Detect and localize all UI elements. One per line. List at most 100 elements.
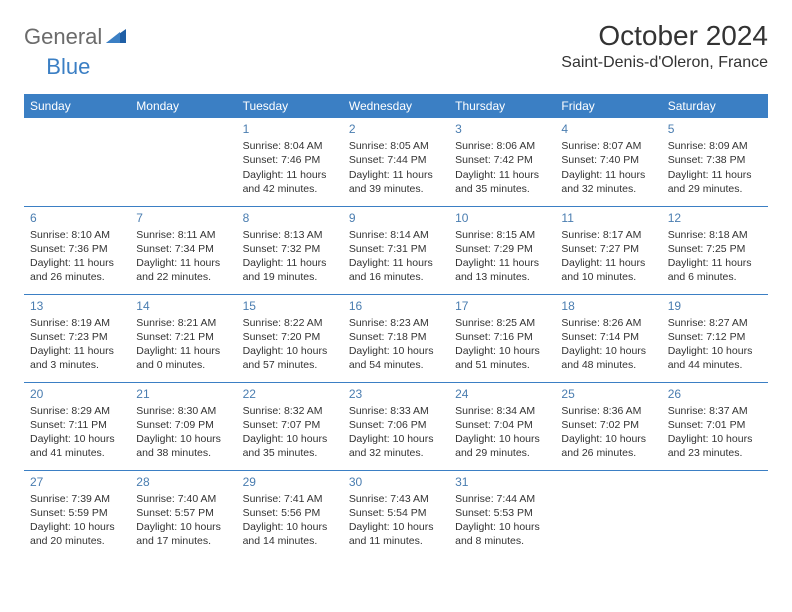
sunset-text: Sunset: 7:01 PM <box>668 418 762 432</box>
sunrise-text: Sunrise: 8:17 AM <box>561 228 655 242</box>
daylight-text: Daylight: 10 hours and 44 minutes. <box>668 344 762 372</box>
sunrise-text: Sunrise: 7:41 AM <box>243 492 337 506</box>
weekday-header: Sunday <box>24 94 130 118</box>
daylight-text: Daylight: 11 hours and 0 minutes. <box>136 344 230 372</box>
calendar-day-cell: 30Sunrise: 7:43 AMSunset: 5:54 PMDayligh… <box>343 470 449 558</box>
calendar-day-cell: 28Sunrise: 7:40 AMSunset: 5:57 PMDayligh… <box>130 470 236 558</box>
daylight-text: Daylight: 11 hours and 42 minutes. <box>243 168 337 196</box>
sunrise-text: Sunrise: 8:09 AM <box>668 139 762 153</box>
weekday-header: Thursday <box>449 94 555 118</box>
day-number: 16 <box>349 298 443 314</box>
sunrise-text: Sunrise: 8:37 AM <box>668 404 762 418</box>
location: Saint-Denis-d'Oleron, France <box>561 54 768 72</box>
calendar-day-cell: 2 Sunrise: 8:05 AMSunset: 7:44 PMDaylight… <box>343 118 449 206</box>
sunrise-text: Sunrise: 8:34 AM <box>455 404 549 418</box>
sunset-text: Sunset: 7:29 PM <box>455 242 549 256</box>
sunset-text: Sunset: 5:53 PM <box>455 506 549 520</box>
sunrise-text: Sunrise: 7:40 AM <box>136 492 230 506</box>
sunrise-text: Sunrise: 8:05 AM <box>349 139 443 153</box>
calendar-day-cell: 6 Sunrise: 8:10 AMSunset: 7:36 PMDaylight… <box>24 206 130 294</box>
calendar-day-cell: 24Sunrise: 8:34 AMSunset: 7:04 PMDayligh… <box>449 382 555 470</box>
sunset-text: Sunset: 7:40 PM <box>561 153 655 167</box>
day-number: 24 <box>455 386 549 402</box>
month-title: October 2024 <box>561 20 768 52</box>
sunrise-text: Sunrise: 8:14 AM <box>349 228 443 242</box>
sunset-text: Sunset: 7:02 PM <box>561 418 655 432</box>
sunrise-text: Sunrise: 8:29 AM <box>30 404 124 418</box>
calendar-day-cell: 1Sunrise: 8:04 AMSunset: 7:46 PMDaylight… <box>237 118 343 206</box>
day-number: 29 <box>243 474 337 490</box>
calendar-body: 1Sunrise: 8:04 AMSunset: 7:46 PMDaylight… <box>24 118 768 558</box>
day-number: 23 <box>349 386 443 402</box>
day-number: 15 <box>243 298 337 314</box>
calendar-empty-cell <box>24 118 130 206</box>
weekday-header: Monday <box>130 94 236 118</box>
logo-text-general: General <box>24 24 102 50</box>
daylight-text: Daylight: 11 hours and 26 minutes. <box>30 256 124 284</box>
daylight-text: Daylight: 11 hours and 3 minutes. <box>30 344 124 372</box>
day-number: 21 <box>136 386 230 402</box>
daylight-text: Daylight: 10 hours and 35 minutes. <box>243 432 337 460</box>
calendar-day-cell: 22Sunrise: 8:32 AMSunset: 7:07 PMDayligh… <box>237 382 343 470</box>
calendar-empty-cell <box>130 118 236 206</box>
day-number: 22 <box>243 386 337 402</box>
sunrise-text: Sunrise: 7:43 AM <box>349 492 443 506</box>
day-number: 2 <box>349 121 443 137</box>
calendar-day-cell: 25Sunrise: 8:36 AMSunset: 7:02 PMDayligh… <box>555 382 661 470</box>
sunset-text: Sunset: 5:59 PM <box>30 506 124 520</box>
logo: General <box>24 24 128 50</box>
sunrise-text: Sunrise: 8:11 AM <box>136 228 230 242</box>
calendar-table: SundayMondayTuesdayWednesdayThursdayFrid… <box>24 94 768 558</box>
weekday-header: Saturday <box>662 94 768 118</box>
calendar-day-cell: 17Sunrise: 8:25 AMSunset: 7:16 PMDayligh… <box>449 294 555 382</box>
daylight-text: Daylight: 10 hours and 41 minutes. <box>30 432 124 460</box>
daylight-text: Daylight: 10 hours and 17 minutes. <box>136 520 230 548</box>
calendar-day-cell: 3Sunrise: 8:06 AMSunset: 7:42 PMDaylight… <box>449 118 555 206</box>
calendar-week-row: 6Sunrise: 8:10 AMSunset: 7:36 PMDaylight… <box>24 206 768 294</box>
day-number: 12 <box>668 210 762 226</box>
daylight-text: Daylight: 11 hours and 39 minutes. <box>349 168 443 196</box>
sunset-text: Sunset: 7:07 PM <box>243 418 337 432</box>
sunrise-text: Sunrise: 8:21 AM <box>136 316 230 330</box>
daylight-text: Daylight: 10 hours and 23 minutes. <box>668 432 762 460</box>
day-number: 1 <box>243 121 337 137</box>
sunset-text: Sunset: 7:11 PM <box>30 418 124 432</box>
calendar-day-cell: 20Sunrise: 8:29 AMSunset: 7:11 PMDayligh… <box>24 382 130 470</box>
sunset-text: Sunset: 7:12 PM <box>668 330 762 344</box>
calendar-day-cell: 23Sunrise: 8:33 AMSunset: 7:06 PMDayligh… <box>343 382 449 470</box>
sunrise-text: Sunrise: 8:25 AM <box>455 316 549 330</box>
daylight-text: Daylight: 11 hours and 10 minutes. <box>561 256 655 284</box>
daylight-text: Daylight: 10 hours and 38 minutes. <box>136 432 230 460</box>
daylight-text: Daylight: 11 hours and 32 minutes. <box>561 168 655 196</box>
sunrise-text: Sunrise: 8:19 AM <box>30 316 124 330</box>
calendar-day-cell: 11Sunrise: 8:17 AMSunset: 7:27 PMDayligh… <box>555 206 661 294</box>
weekday-header-row: SundayMondayTuesdayWednesdayThursdayFrid… <box>24 94 768 118</box>
day-number: 6 <box>30 210 124 226</box>
day-number: 14 <box>136 298 230 314</box>
sunset-text: Sunset: 7:46 PM <box>243 153 337 167</box>
day-number: 13 <box>30 298 124 314</box>
sunrise-text: Sunrise: 8:10 AM <box>30 228 124 242</box>
calendar-week-row: 27Sunrise: 7:39 AMSunset: 5:59 PMDayligh… <box>24 470 768 558</box>
sunset-text: Sunset: 5:54 PM <box>349 506 443 520</box>
sunset-text: Sunset: 7:21 PM <box>136 330 230 344</box>
day-number: 8 <box>243 210 337 226</box>
day-number: 30 <box>349 474 443 490</box>
day-number: 3 <box>455 121 549 137</box>
sunset-text: Sunset: 7:32 PM <box>243 242 337 256</box>
daylight-text: Daylight: 10 hours and 32 minutes. <box>349 432 443 460</box>
sunset-text: Sunset: 7:25 PM <box>668 242 762 256</box>
daylight-text: Daylight: 10 hours and 48 minutes. <box>561 344 655 372</box>
sunset-text: Sunset: 7:36 PM <box>30 242 124 256</box>
daylight-text: Daylight: 10 hours and 8 minutes. <box>455 520 549 548</box>
day-number: 10 <box>455 210 549 226</box>
sunrise-text: Sunrise: 7:44 AM <box>455 492 549 506</box>
sunrise-text: Sunrise: 8:18 AM <box>668 228 762 242</box>
daylight-text: Daylight: 10 hours and 14 minutes. <box>243 520 337 548</box>
weekday-header: Tuesday <box>237 94 343 118</box>
daylight-text: Daylight: 10 hours and 29 minutes. <box>455 432 549 460</box>
day-number: 19 <box>668 298 762 314</box>
calendar-day-cell: 27Sunrise: 7:39 AMSunset: 5:59 PMDayligh… <box>24 470 130 558</box>
sunset-text: Sunset: 7:44 PM <box>349 153 443 167</box>
calendar-day-cell: 18Sunrise: 8:26 AMSunset: 7:14 PMDayligh… <box>555 294 661 382</box>
